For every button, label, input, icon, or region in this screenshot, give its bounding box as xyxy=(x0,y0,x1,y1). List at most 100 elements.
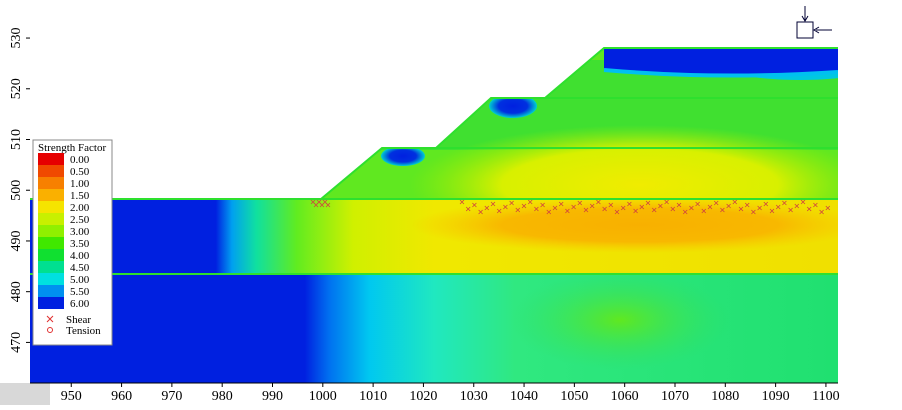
legend-swatch xyxy=(38,177,64,189)
shear-mark xyxy=(676,202,682,208)
legend-label: 5.50 xyxy=(70,286,90,298)
y-tick-label: 470 xyxy=(9,332,24,353)
shear-mark xyxy=(738,206,744,212)
legend-label: 3.50 xyxy=(70,238,90,250)
shear-mark xyxy=(819,209,824,215)
legend-title: Strength Factor xyxy=(38,142,106,154)
shear-mark xyxy=(552,205,558,211)
shear-mark xyxy=(459,199,465,205)
boundaries xyxy=(30,47,838,275)
legend-swatch xyxy=(38,165,64,177)
x-tick-label: 990 xyxy=(262,389,283,404)
x-tick-label: 1070 xyxy=(661,389,689,404)
shear-mark xyxy=(682,209,688,215)
shear-mark xyxy=(744,202,750,208)
shear-mark xyxy=(670,206,676,212)
legend-label: 4.00 xyxy=(70,250,90,262)
x-tick-label: 1030 xyxy=(460,389,488,404)
y-tick-label: 520 xyxy=(9,78,24,99)
shear-mark xyxy=(732,199,738,205)
legend-marker xyxy=(47,327,53,333)
shear-mark xyxy=(589,203,595,209)
shear-mark xyxy=(788,207,793,213)
shear-mark xyxy=(813,202,818,208)
x-tick-label: 950 xyxy=(61,389,82,404)
shear-mark xyxy=(651,207,657,213)
shear-mark xyxy=(558,201,564,207)
legend-swatch xyxy=(38,153,64,165)
x-tick-label: 1010 xyxy=(359,389,387,404)
x-tick-label: 970 xyxy=(161,389,182,404)
x-tick-label: 1000 xyxy=(309,389,337,404)
legend-label: 6.00 xyxy=(70,298,90,310)
support-symbol xyxy=(796,6,832,39)
y-tick-label: 530 xyxy=(9,28,24,49)
legend-label: 3.00 xyxy=(70,226,90,238)
shear-mark xyxy=(664,199,669,205)
legend-swatch xyxy=(38,273,64,285)
shear-mark xyxy=(726,203,731,209)
legend-swatch xyxy=(38,225,64,237)
shear-mark xyxy=(769,208,775,214)
y-tick-label: 500 xyxy=(9,180,24,201)
shear-mark xyxy=(775,204,781,210)
shear-mark xyxy=(620,205,626,211)
x-tick-label: 1080 xyxy=(711,389,739,404)
shear-mark xyxy=(465,206,471,212)
shear-mark xyxy=(325,202,331,208)
legend-marker-label: Shear xyxy=(66,314,91,326)
legend-swatch xyxy=(38,237,64,249)
legend-label: 1.00 xyxy=(70,178,90,190)
shear-mark xyxy=(571,204,576,210)
shear-mark xyxy=(806,206,812,212)
shear-mark xyxy=(521,203,527,209)
x-tick-label: 1060 xyxy=(611,389,639,404)
shear-mark xyxy=(825,205,831,211)
y-tick-label: 510 xyxy=(9,129,24,150)
legend-marker xyxy=(46,315,54,323)
legend-label: 2.50 xyxy=(70,214,90,226)
legend-label: 1.50 xyxy=(70,190,90,202)
legend-swatch xyxy=(38,249,64,261)
legend-swatch xyxy=(38,189,64,201)
shear-mark xyxy=(658,203,663,209)
shear-mark xyxy=(490,201,496,207)
shear-mark xyxy=(565,208,570,214)
shear-mark xyxy=(484,205,490,211)
y-tick-label: 490 xyxy=(9,230,24,251)
shear-mark xyxy=(583,207,589,213)
legend-swatch xyxy=(38,201,64,213)
shear-mark xyxy=(633,208,638,214)
contour-field xyxy=(30,48,838,383)
shear-mark xyxy=(645,200,651,206)
corner xyxy=(0,383,50,405)
x-tick-label: 1100 xyxy=(812,389,839,404)
shear-mark xyxy=(713,200,719,206)
legend-marker-label: Tension xyxy=(66,325,101,337)
legend-label: 2.00 xyxy=(70,202,90,214)
x-tick-label: 1050 xyxy=(560,389,588,404)
legend-swatch xyxy=(38,261,64,273)
legend-swatch xyxy=(38,213,64,225)
shear-mark xyxy=(515,207,521,213)
shear-mark xyxy=(720,207,725,213)
shear-mark xyxy=(540,202,545,208)
shear-mark xyxy=(701,208,707,214)
shear-mark xyxy=(689,205,694,211)
shear-mark xyxy=(546,209,552,215)
shear-mark xyxy=(614,209,620,215)
shear-mark xyxy=(800,199,806,205)
shear-mark xyxy=(695,201,700,207)
shear-mark xyxy=(602,206,607,212)
shear-mark xyxy=(627,201,632,207)
shear-mark xyxy=(639,204,645,210)
shear-mark xyxy=(782,200,787,206)
shear-mark xyxy=(763,201,769,207)
shear-mark xyxy=(503,204,508,210)
shear-mark xyxy=(534,206,539,212)
legend-swatch xyxy=(38,297,64,309)
legend-label: 4.50 xyxy=(70,262,90,274)
x-tick-label: 960 xyxy=(111,389,132,404)
x-tick-label: 1020 xyxy=(409,389,437,404)
shear-mark xyxy=(596,199,601,205)
